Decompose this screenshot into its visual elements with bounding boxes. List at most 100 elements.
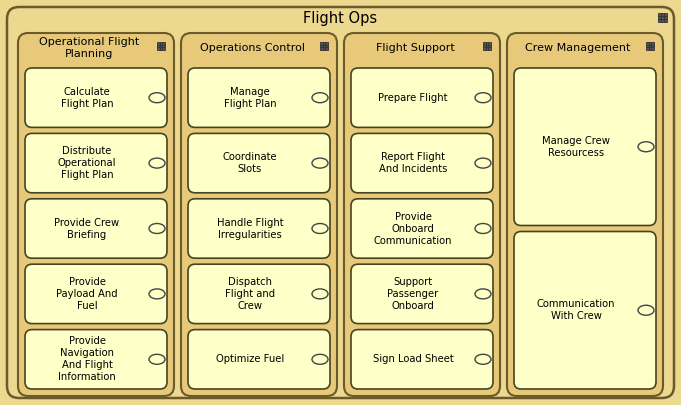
Bar (159, 47, 162, 50)
Text: Support
Passenger
Onboard: Support Passenger Onboard (387, 277, 439, 311)
Text: Flight Support: Flight Support (376, 43, 454, 53)
Text: Manage Crew
Resourcess: Manage Crew Resourcess (542, 136, 610, 158)
Bar (646, 45, 649, 47)
Text: Manage
Flight Plan: Manage Flight Plan (223, 87, 276, 109)
Bar (157, 45, 159, 47)
FancyBboxPatch shape (344, 33, 500, 396)
Bar (651, 47, 654, 50)
Bar (657, 19, 661, 21)
Ellipse shape (312, 354, 328, 364)
Text: Provide
Navigation
And Flight
Information: Provide Navigation And Flight Informatio… (58, 336, 116, 382)
Ellipse shape (475, 93, 491, 103)
Bar (323, 45, 326, 47)
Bar (663, 15, 667, 19)
Bar (486, 45, 488, 47)
Text: Operations Control: Operations Control (200, 43, 304, 53)
Bar (157, 47, 159, 50)
Bar (663, 19, 667, 21)
Bar (651, 45, 654, 47)
Text: Provide
Payload And
Fuel: Provide Payload And Fuel (57, 277, 118, 311)
Bar (159, 42, 162, 45)
Bar (162, 47, 165, 50)
Text: Provide
Onboard
Communication: Provide Onboard Communication (374, 211, 452, 245)
Bar (326, 42, 328, 45)
Ellipse shape (312, 158, 328, 168)
Text: Optimize Fuel: Optimize Fuel (216, 354, 284, 364)
FancyBboxPatch shape (514, 232, 656, 389)
FancyBboxPatch shape (351, 330, 493, 389)
Bar (488, 42, 491, 45)
Bar (661, 15, 663, 19)
Bar (646, 47, 649, 50)
FancyBboxPatch shape (188, 68, 330, 128)
FancyBboxPatch shape (188, 133, 330, 193)
Bar (159, 45, 162, 47)
Bar (320, 45, 323, 47)
Bar (323, 47, 326, 50)
Bar (326, 45, 328, 47)
Bar (483, 45, 486, 47)
Bar (649, 47, 651, 50)
Bar (657, 15, 661, 19)
FancyBboxPatch shape (7, 7, 674, 398)
Text: Report Flight
And Incidents: Report Flight And Incidents (379, 152, 447, 174)
Ellipse shape (475, 354, 491, 364)
Text: Communication
With Crew: Communication With Crew (537, 299, 615, 321)
Text: Prepare Flight: Prepare Flight (378, 93, 447, 103)
Bar (157, 42, 159, 45)
Ellipse shape (149, 158, 165, 168)
Text: Crew Management: Crew Management (525, 43, 631, 53)
Ellipse shape (312, 289, 328, 299)
FancyBboxPatch shape (18, 33, 174, 396)
Text: Provide Crew
Briefing: Provide Crew Briefing (54, 217, 120, 239)
Text: Operational Flight
Planning: Operational Flight Planning (39, 37, 139, 59)
Bar (661, 13, 663, 15)
FancyBboxPatch shape (188, 264, 330, 324)
Bar (663, 13, 667, 15)
Bar (486, 47, 488, 50)
Text: Calculate
Flight Plan: Calculate Flight Plan (61, 87, 113, 109)
Bar (649, 42, 651, 45)
FancyBboxPatch shape (351, 68, 493, 128)
Bar (323, 42, 326, 45)
FancyBboxPatch shape (188, 199, 330, 258)
Ellipse shape (638, 305, 654, 315)
Ellipse shape (475, 224, 491, 234)
Ellipse shape (149, 289, 165, 299)
FancyBboxPatch shape (351, 133, 493, 193)
FancyBboxPatch shape (25, 264, 167, 324)
Ellipse shape (312, 224, 328, 234)
FancyBboxPatch shape (25, 68, 167, 128)
Ellipse shape (149, 93, 165, 103)
Bar (649, 45, 651, 47)
FancyBboxPatch shape (25, 330, 167, 389)
FancyBboxPatch shape (351, 264, 493, 324)
Bar (657, 13, 661, 15)
Bar (320, 47, 323, 50)
Ellipse shape (312, 93, 328, 103)
FancyBboxPatch shape (25, 199, 167, 258)
FancyBboxPatch shape (188, 330, 330, 389)
Bar (483, 47, 486, 50)
Bar (646, 42, 649, 45)
FancyBboxPatch shape (25, 133, 167, 193)
Ellipse shape (475, 289, 491, 299)
FancyBboxPatch shape (514, 68, 656, 226)
Bar (488, 45, 491, 47)
Ellipse shape (149, 354, 165, 364)
Bar (488, 47, 491, 50)
Bar (320, 42, 323, 45)
Text: Distribute
Operational
Flight Plan: Distribute Operational Flight Plan (58, 146, 116, 180)
Text: Coordinate
Slots: Coordinate Slots (223, 152, 277, 174)
Text: Dispatch
Flight and
Crew: Dispatch Flight and Crew (225, 277, 275, 311)
Bar (661, 19, 663, 21)
Bar (483, 42, 486, 45)
Text: Sign Load Sheet: Sign Load Sheet (373, 354, 454, 364)
Ellipse shape (638, 142, 654, 152)
FancyBboxPatch shape (181, 33, 337, 396)
Ellipse shape (149, 224, 165, 234)
Bar (486, 42, 488, 45)
FancyBboxPatch shape (351, 199, 493, 258)
Bar (326, 47, 328, 50)
Text: Handle Flight
Irregularities: Handle Flight Irregularities (217, 217, 283, 239)
